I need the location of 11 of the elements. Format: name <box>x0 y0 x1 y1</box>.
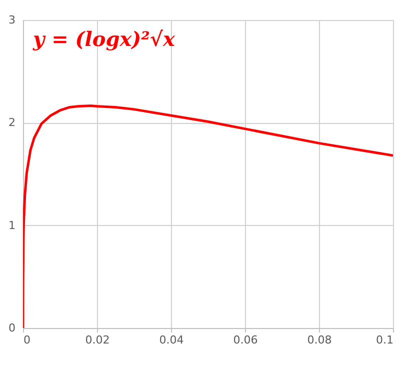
x-tick-label: 0.04 <box>159 334 184 346</box>
y-tick-label: 1 <box>8 218 16 232</box>
x-tick-label: 0.02 <box>85 334 110 346</box>
y-tick-label: 3 <box>8 14 16 26</box>
x-tick-label: 0.1 <box>376 334 394 346</box>
y-tick-label: 0 <box>8 322 16 334</box>
chart-title: y = (logx)²√x <box>32 27 176 51</box>
x-tick-label: 0 <box>24 334 30 346</box>
y-tick-label: 2 <box>8 116 16 130</box>
x-tick-label: 0.08 <box>307 334 332 346</box>
x-tick-label: 0.06 <box>233 334 258 346</box>
